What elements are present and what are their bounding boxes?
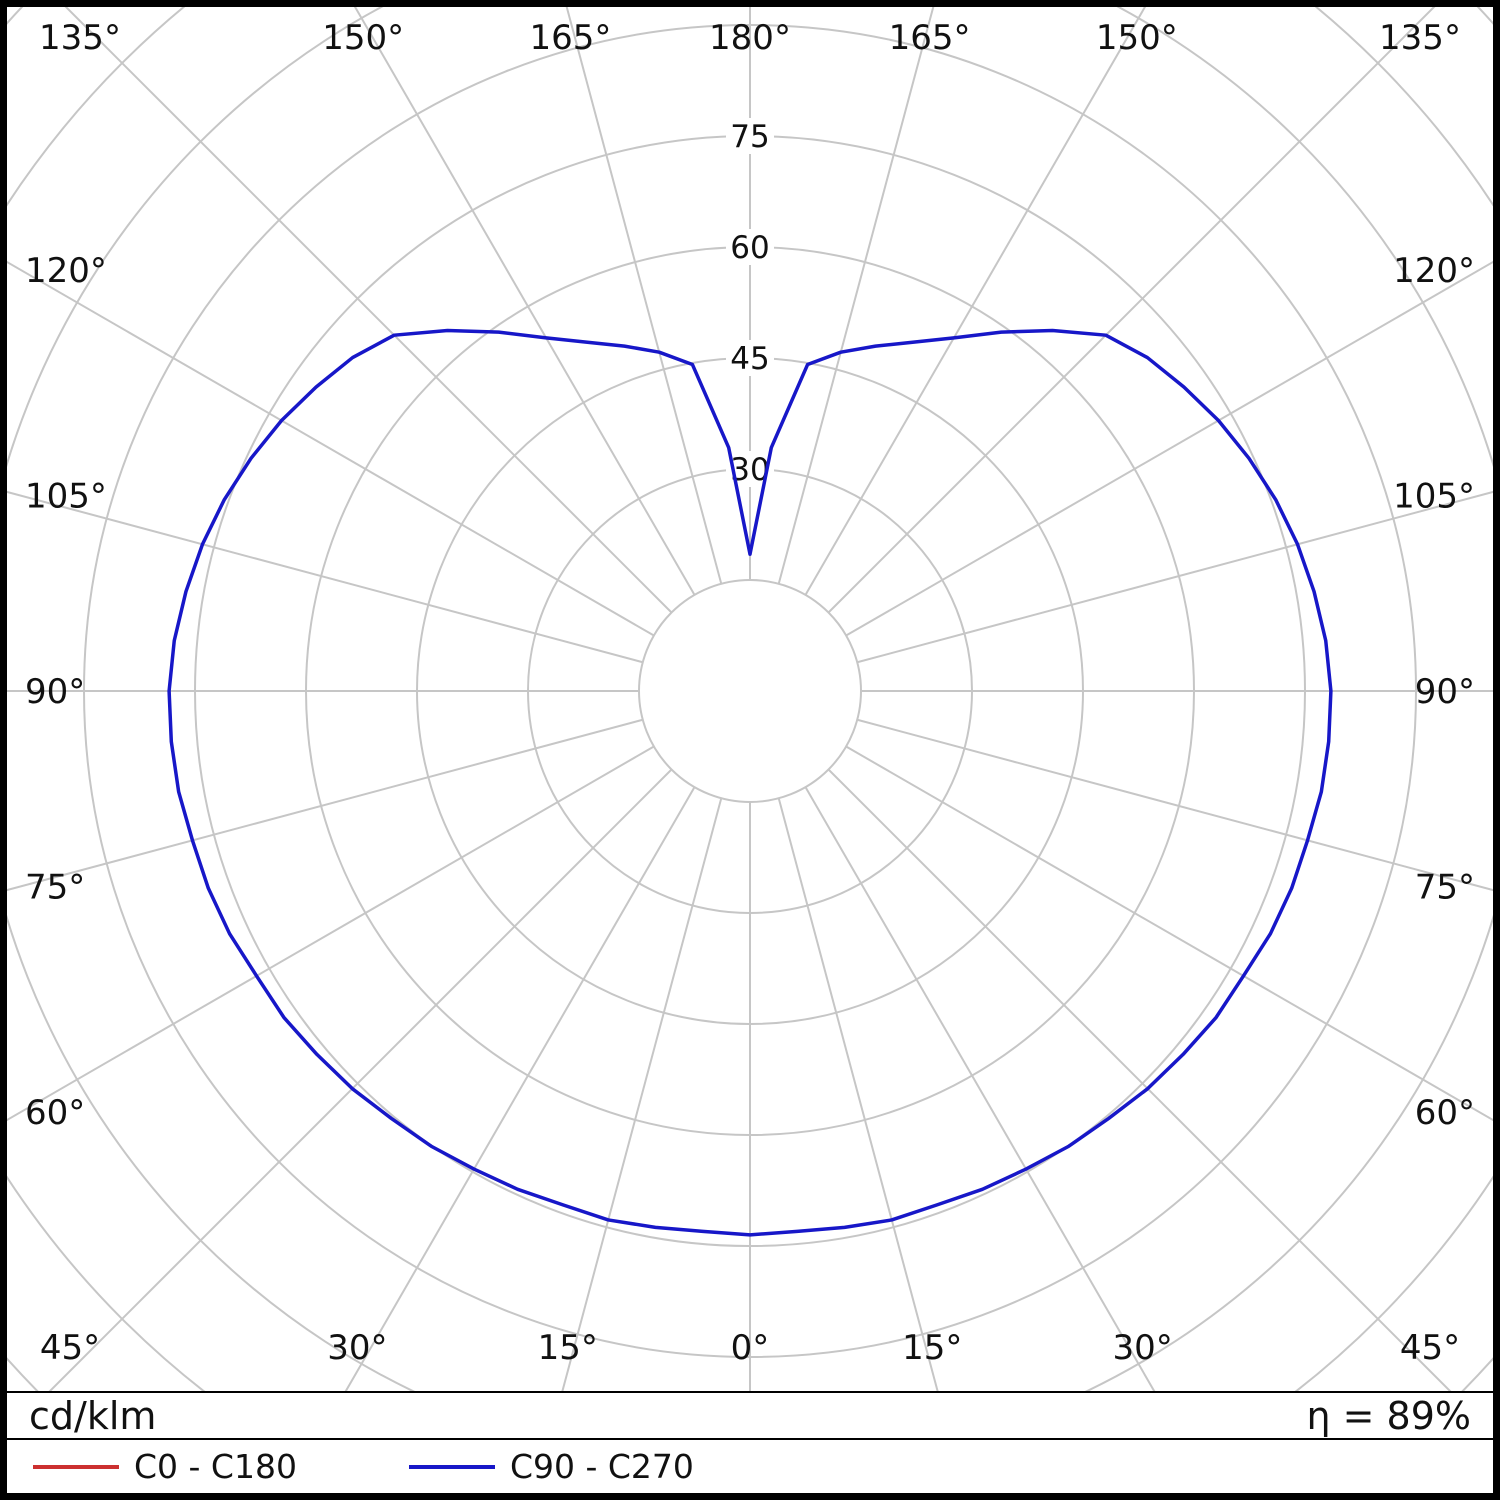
angle-label: 165° (889, 18, 971, 58)
angle-label: 135° (1379, 18, 1461, 58)
ring-label: 60 (730, 230, 769, 266)
legend-item-c90-c270: C90 - C270 (408, 1447, 694, 1486)
legend-line-c0-icon (33, 1464, 119, 1469)
legend-item-c0-c180: C0 - C180 (33, 1447, 297, 1486)
angle-label: 75° (25, 867, 85, 907)
angle-label: 0° (731, 1328, 770, 1368)
grid-ring (638, 579, 862, 803)
grid-spoke (845, 260, 1493, 637)
angle-label: 90° (1415, 672, 1475, 712)
grid-spoke (7, 490, 644, 664)
grid-spoke (7, 745, 655, 1122)
angle-label: 15° (902, 1328, 962, 1368)
unit-label: cd/klm (29, 1393, 157, 1438)
legend-label-c0: C0 - C180 (134, 1447, 297, 1486)
efficiency-label: η = 89% (1306, 1393, 1471, 1438)
grid-spoke (804, 786, 1156, 1391)
angle-label: 15° (538, 1328, 598, 1368)
angle-label: 165° (530, 18, 612, 58)
grid-spoke (804, 7, 1147, 596)
grid-spoke (64, 7, 673, 614)
ring-label: 45 (730, 341, 769, 377)
grid-spoke (48, 768, 673, 1391)
grid-spoke (777, 7, 935, 585)
grid-spoke (856, 490, 1493, 664)
angle-label: 45° (40, 1328, 100, 1368)
angle-label: 105° (25, 477, 107, 517)
angle-label: 75° (1415, 867, 1475, 907)
angle-label: 45° (1400, 1328, 1460, 1368)
angle-label: 150° (322, 18, 404, 58)
grid-spoke (353, 7, 696, 596)
grid-spoke (561, 797, 723, 1391)
grid-spoke (565, 7, 723, 585)
angle-label: 120° (1393, 251, 1475, 291)
grid-spoke (777, 797, 939, 1391)
grid-spoke (7, 718, 644, 892)
grid-spoke (7, 260, 655, 637)
curve-c90-c270 (167, 328, 1333, 1237)
grid-spoke (344, 786, 696, 1391)
angle-label: 60° (1415, 1093, 1475, 1133)
angle-label: 150° (1096, 18, 1178, 58)
angle-label: 105° (1393, 477, 1475, 517)
polar-plot-area: 30 45 60 75 0° 15° 15° 30° 30° 45° 45° 60° 60° 75° 75°… (7, 7, 1493, 1393)
angle-label: 90° (25, 672, 85, 712)
angle-label: 180° (709, 18, 791, 58)
legend: C0 - C180 C90 - C270 (7, 1440, 1493, 1493)
angle-label: 30° (1112, 1328, 1172, 1368)
caption-row: cd/klm η = 89% (7, 1393, 1493, 1440)
ring-label-backing (726, 229, 774, 265)
grid-spoke (827, 7, 1436, 614)
angle-label: 60° (25, 1093, 85, 1133)
ring-label-backing (726, 340, 774, 376)
chart-footer: cd/klm η = 89% C0 - C180 C90 - C270 (7, 1393, 1493, 1493)
grid-spoke (845, 745, 1493, 1122)
ring-label-backing (726, 118, 774, 154)
grid-spoke (856, 718, 1493, 892)
ring-label: 75 (730, 119, 769, 155)
angle-label: 120° (25, 251, 107, 291)
legend-line-c90-icon (408, 1464, 495, 1469)
angle-label: 30° (327, 1328, 387, 1368)
legend-label-c90: C90 - C270 (509, 1447, 694, 1486)
grid-spoke (827, 768, 1452, 1391)
angle-label: 135° (39, 18, 121, 58)
